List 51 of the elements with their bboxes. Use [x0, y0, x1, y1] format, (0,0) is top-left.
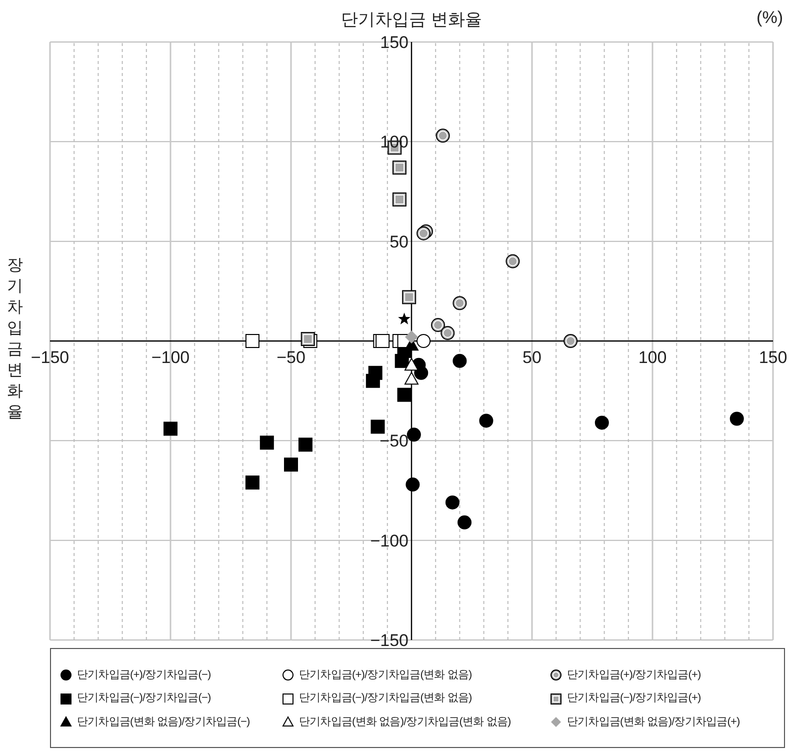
y-tick-label: −150 — [370, 631, 408, 650]
point — [730, 412, 744, 426]
point — [164, 422, 178, 436]
point — [431, 318, 446, 332]
legend-label: 단기차입금(변화 없음)/장기차입금(−) — [77, 716, 250, 728]
legend-label: 단기차입금(−)/장기차입금(변화 없음) — [299, 692, 472, 704]
point — [260, 436, 274, 450]
point — [594, 416, 609, 430]
y-tick-label: 100 — [380, 132, 408, 152]
point — [405, 330, 418, 344]
y-tick-label: −50 — [380, 432, 408, 451]
legend-label: 단기차입금(−)/장기차입금(+) — [567, 692, 701, 704]
text: (%) — [756, 8, 783, 28]
point — [298, 438, 312, 452]
point — [406, 478, 420, 492]
legend-label: 단기차입금(변화 없음)/장기차입금(+) — [567, 716, 740, 728]
x-tick-label: 100 — [638, 348, 667, 367]
legend-label: 단기차입금(+)/장기차입금(−) — [77, 669, 211, 682]
point — [414, 366, 428, 380]
point — [366, 374, 380, 388]
y-tick-label: 50 — [390, 232, 408, 252]
y-axis-title: 장기차입금 변화율 — [6, 256, 24, 423]
point — [404, 372, 418, 385]
point — [397, 388, 412, 402]
x-tick-label: −150 — [30, 348, 70, 367]
point — [479, 414, 494, 428]
point — [445, 495, 460, 510]
point — [284, 458, 298, 472]
legend-label: 단기차입금(+)/장기차입금(+) — [567, 669, 701, 682]
point — [416, 334, 431, 348]
point — [370, 420, 385, 434]
x-tick-label: 50 — [522, 348, 542, 367]
point — [406, 428, 421, 442]
y-tick-label: 150 — [380, 33, 408, 52]
legend-label: 단기차입금(변화 없음)/장기차입금(변화 없음) — [299, 716, 511, 728]
point — [404, 358, 418, 371]
x-tick-label: −100 — [151, 348, 190, 367]
point — [245, 334, 260, 348]
point — [398, 312, 410, 324]
y-tick-label: −100 — [370, 531, 408, 550]
point — [394, 354, 409, 368]
point — [245, 476, 260, 490]
point — [452, 354, 467, 368]
legend-label: 단기차입금(+)/장기차입금(변화 없음) — [299, 669, 472, 682]
x-tick-label: 150 — [758, 348, 788, 367]
point — [300, 332, 315, 346]
point — [376, 334, 390, 348]
point — [458, 515, 472, 530]
x-tick-label: −50 — [276, 348, 306, 367]
x-axis-title: 단기차입금 변화율 — [341, 10, 482, 29]
legend-label: 단기차입금(−)/장기차입금(−) — [77, 692, 211, 704]
